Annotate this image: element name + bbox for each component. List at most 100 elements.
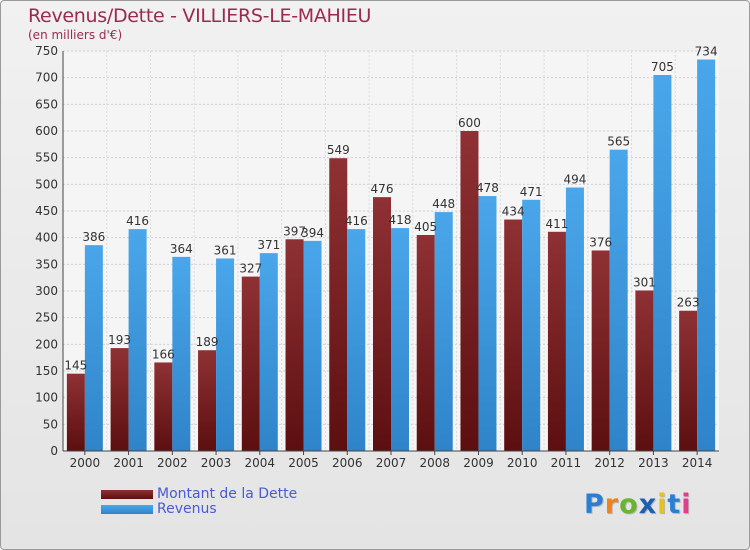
bar-debt — [373, 197, 391, 451]
bar-revenus — [259, 253, 278, 451]
y-tick-label: 400 — [35, 231, 58, 245]
chart-title: Revenus/Dette - VILLIERS-LE-MAHIEU — [28, 5, 372, 27]
data-label-debt: 411 — [545, 217, 568, 231]
bar-debt — [635, 290, 654, 451]
legend-label-revenus: Revenus — [157, 501, 217, 517]
logo-letter: x — [638, 489, 658, 520]
data-label-revenus: 394 — [301, 226, 324, 240]
data-label-revenus: 416 — [126, 214, 149, 228]
bar-debt — [110, 348, 129, 451]
data-label-debt: 193 — [108, 333, 131, 347]
data-label-revenus: 705 — [651, 60, 674, 74]
x-tick-label: 2010 — [507, 456, 538, 470]
data-label-debt: 434 — [502, 205, 525, 219]
logo-letter: i — [657, 489, 668, 520]
data-label-revenus: 734 — [695, 45, 718, 59]
x-tick-label: 2011 — [551, 456, 582, 470]
x-tick-label: 2007 — [376, 456, 407, 470]
data-label-debt: 301 — [633, 275, 656, 289]
bars — [66, 59, 716, 452]
data-label-debt: 166 — [152, 347, 175, 361]
y-tick-label: 750 — [35, 44, 58, 58]
bar-debt — [198, 350, 217, 451]
data-label-debt: 476 — [371, 182, 394, 196]
data-label-revenus: 361 — [214, 243, 237, 257]
logo-letter: i — [681, 489, 692, 520]
data-label-debt: 327 — [239, 262, 262, 276]
x-tick-label: 2001 — [113, 456, 144, 470]
data-label-revenus: 448 — [432, 197, 455, 211]
data-label-debt: 376 — [589, 235, 612, 249]
x-tick-label: 2002 — [157, 456, 188, 470]
y-tick-label: 50 — [43, 417, 58, 431]
y-tick-label: 350 — [35, 257, 58, 271]
data-label-debt: 549 — [327, 143, 350, 157]
data-label-revenus: 364 — [170, 242, 193, 256]
x-tick-label: 2006 — [332, 456, 363, 470]
data-label-revenus: 494 — [563, 173, 586, 187]
data-label-debt: 189 — [196, 335, 219, 349]
bar-revenus — [478, 196, 497, 451]
bar-revenus — [128, 229, 147, 451]
axes: 0 50 100 150 200 250 300 350 400 450 500 550 600 650 7… — [35, 44, 719, 470]
x-tick-label: 2012 — [594, 456, 625, 470]
x-tick-label: 2008 — [419, 456, 450, 470]
bar-debt — [154, 362, 173, 451]
legend-label-debt: Montant de la Dette — [157, 486, 298, 502]
x-tick-label: 2005 — [288, 456, 319, 470]
y-tick-label: 250 — [35, 311, 58, 325]
bar-revenus — [172, 256, 191, 451]
y-tick-label: 300 — [35, 284, 58, 298]
bar-debt — [66, 373, 85, 451]
data-label-revenus: 565 — [607, 135, 630, 149]
bar-revenus — [565, 187, 584, 452]
data-label-revenus: 418 — [389, 213, 412, 227]
data-label-revenus: 471 — [520, 185, 543, 199]
bar-debt — [460, 131, 479, 451]
bar-debt — [547, 231, 566, 451]
bar-revenus — [391, 228, 409, 451]
data-label-revenus: 416 — [345, 214, 368, 228]
legend-swatch-debt — [101, 490, 153, 499]
y-tick-label: 450 — [35, 204, 58, 218]
logo-letter: t — [667, 489, 682, 520]
bar-revenus — [216, 258, 235, 451]
bar-revenus — [653, 75, 672, 451]
data-label-revenus: 371 — [257, 238, 280, 252]
logo-letter: P — [584, 489, 605, 520]
bar-debt — [285, 239, 304, 451]
data-label-debt: 600 — [458, 116, 481, 130]
x-tick-label: 2003 — [201, 456, 232, 470]
data-label-debt: 405 — [414, 220, 437, 234]
y-tick-label: 550 — [35, 151, 58, 165]
bar-revenus — [434, 212, 453, 451]
proxiti-logo: Proxiti — [584, 489, 692, 520]
data-label-debt: 145 — [64, 359, 87, 373]
data-label-revenus: 478 — [476, 181, 499, 195]
y-tick-label: 100 — [35, 391, 58, 405]
bar-revenus — [84, 245, 103, 451]
y-tick-label: 0 — [50, 444, 58, 458]
chart-subtitle: (en milliers d'€) — [28, 28, 123, 42]
bar-debt — [416, 235, 435, 451]
bar-revenus — [303, 240, 322, 451]
data-label-debt: 397 — [283, 224, 306, 238]
y-tick-label: 500 — [35, 177, 58, 191]
bar-revenus — [347, 229, 366, 451]
x-tick-label: 2013 — [638, 456, 669, 470]
y-tick-label: 700 — [35, 71, 58, 85]
y-tick-label: 600 — [35, 124, 58, 138]
y-tick-label: 200 — [35, 337, 58, 351]
bar-debt — [591, 250, 610, 451]
logo-letter: o — [619, 489, 639, 520]
bar-debt — [329, 158, 348, 451]
bar-debt — [241, 276, 260, 451]
y-tick-label: 150 — [35, 364, 58, 378]
logo-letter: r — [604, 489, 620, 520]
bar-revenus — [697, 59, 716, 452]
x-tick-label: 2000 — [70, 456, 101, 470]
x-tick-label: 2014 — [682, 456, 713, 470]
